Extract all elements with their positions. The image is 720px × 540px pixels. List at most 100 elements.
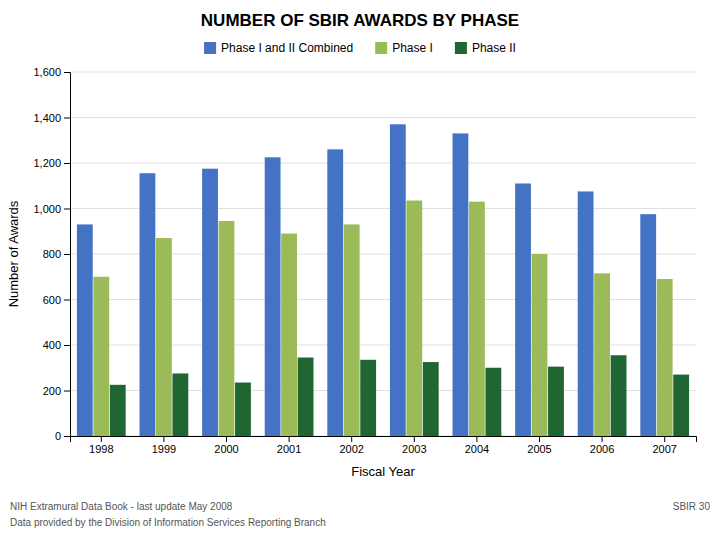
bar <box>423 362 439 436</box>
x-tick-label: 1999 <box>152 443 176 455</box>
x-tick-mark <box>602 436 603 442</box>
bar <box>485 368 501 436</box>
x-tick-label: 2007 <box>652 443 676 455</box>
x-tick-label: 2005 <box>527 443 551 455</box>
legend-swatch <box>375 42 387 54</box>
x-tick: 2001 <box>277 436 301 455</box>
y-axis-line <box>64 73 71 437</box>
bar <box>640 214 656 436</box>
y-tick-mark <box>64 72 70 73</box>
y-tick-mark <box>64 300 70 301</box>
y-tick-mark <box>64 345 70 346</box>
y-tick: 1,600 <box>33 66 70 78</box>
x-tick: 1999 <box>152 436 176 455</box>
bar <box>140 173 156 436</box>
x-tick-label: 2004 <box>465 443 489 455</box>
bar <box>360 360 376 436</box>
y-tick-label: 800 <box>43 248 61 260</box>
x-axis: 1998 1999 2000 2001 2002 2003 2004 2005 2006 2007 <box>71 436 697 455</box>
y-tick-label: 1,000 <box>33 203 61 215</box>
bar <box>202 169 218 436</box>
x-tick-mark <box>101 436 102 442</box>
y-tick-mark <box>64 436 70 437</box>
bar <box>110 385 126 436</box>
x-tick-mark <box>664 436 665 442</box>
y-tick-label: 0 <box>55 430 61 442</box>
bar-series <box>110 355 689 436</box>
bar <box>515 183 531 436</box>
x-tick: 2003 <box>402 436 426 455</box>
y-tick: 800 <box>43 248 70 260</box>
bar <box>77 224 93 436</box>
y-tick-label: 1,200 <box>33 157 61 169</box>
bar <box>453 133 469 436</box>
grid-line <box>70 72 696 73</box>
y-tick-mark <box>64 391 70 392</box>
bar <box>578 191 594 436</box>
y-tick: 600 <box>43 294 70 306</box>
bar <box>93 277 109 436</box>
bar <box>469 202 485 436</box>
grid <box>70 72 696 436</box>
bar <box>235 383 251 436</box>
x-tick-mark <box>539 436 540 442</box>
chart: NUMBER OF SBIR AWARDS BY PHASE 0 200 400 600… <box>0 0 720 540</box>
bar <box>548 367 564 436</box>
y-tick-mark <box>64 209 70 210</box>
y-tick-mark <box>64 254 70 255</box>
x-tick-mark <box>476 436 477 442</box>
y-tick: 1,200 <box>33 157 70 169</box>
x-axis-title: Fiscal Year <box>351 464 415 479</box>
grid-line <box>70 163 696 164</box>
x-tick: 2000 <box>214 436 238 455</box>
plot-area: 02004006008001,0001,2001,4001,6001998199… <box>33 66 696 455</box>
x-tick: 2002 <box>339 436 363 455</box>
x-tick-label: 2003 <box>402 443 426 455</box>
bar <box>390 124 406 436</box>
legend-swatch <box>455 42 467 54</box>
x-tick: 2006 <box>590 436 614 455</box>
y-tick: 400 <box>43 339 70 351</box>
x-tick-label: 2001 <box>277 443 301 455</box>
bar-series <box>93 201 672 436</box>
annotation: Data provided by the Division of Informa… <box>10 517 326 528</box>
bars <box>77 124 689 436</box>
x-tick: 2005 <box>527 436 551 455</box>
bar <box>172 373 188 436</box>
bar <box>532 254 548 436</box>
annotation: SBIR 30 <box>673 501 711 512</box>
y-tick-mark <box>64 118 70 119</box>
bar <box>265 157 281 436</box>
legend-item: Phase I and II Combined <box>204 41 353 55</box>
y-tick: 1,400 <box>33 112 70 124</box>
bar <box>344 224 360 436</box>
legend-item: Phase II <box>455 41 516 55</box>
bar <box>281 234 297 436</box>
y-tick-label: 1,600 <box>33 66 61 78</box>
legend-swatch <box>204 42 216 54</box>
y-tick-label: 600 <box>43 294 61 306</box>
y-tick: 200 <box>43 385 70 397</box>
x-tick-mark <box>226 436 227 442</box>
bar <box>156 238 172 436</box>
x-tick-label: 2002 <box>339 443 363 455</box>
legend: Phase I and II CombinedPhase IPhase II <box>204 41 516 55</box>
bar <box>594 273 610 436</box>
title: NUMBER OF SBIR AWARDS BY PHASE <box>201 11 519 30</box>
bar-series <box>77 124 656 436</box>
bar <box>611 355 627 436</box>
x-tick-mark <box>351 436 352 442</box>
grid-line <box>70 117 696 118</box>
y-tick-label: 1,400 <box>33 112 61 124</box>
x-tick: 2007 <box>652 436 676 455</box>
y-tick-label: 200 <box>43 385 61 397</box>
legend-label: Phase II <box>472 41 516 55</box>
x-tick-label: 1998 <box>89 443 113 455</box>
bar <box>673 375 689 436</box>
x-tick-mark <box>163 436 164 442</box>
bar <box>327 149 343 436</box>
x-tick-label: 2006 <box>590 443 614 455</box>
bar <box>406 201 422 436</box>
legend-label: Phase I and II Combined <box>221 41 353 55</box>
y-tick: 1,000 <box>33 203 70 215</box>
